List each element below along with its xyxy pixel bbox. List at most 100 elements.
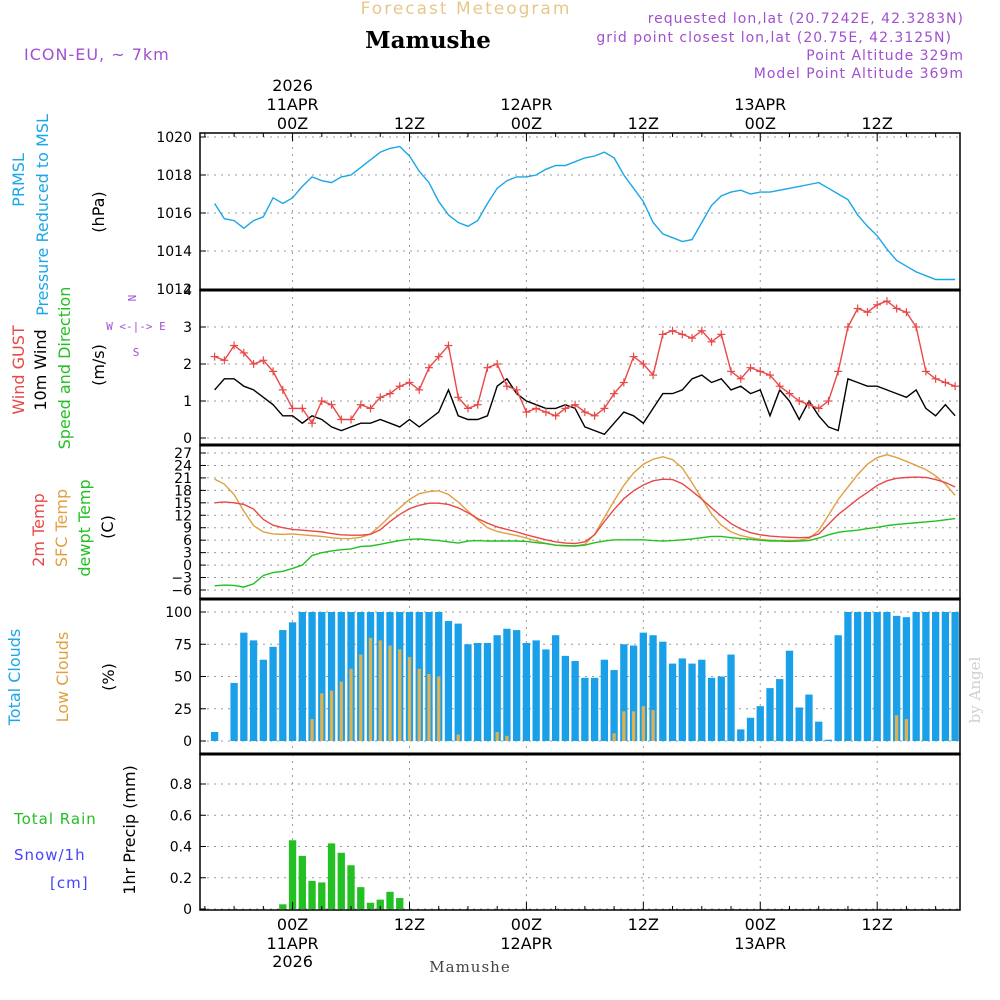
total-cloud-bar — [288, 622, 297, 741]
pressure-unit: (hPa) — [89, 191, 108, 232]
time-label-top: 00Z — [511, 114, 542, 133]
total-cloud-bar — [279, 630, 287, 741]
gust-line-marker — [522, 408, 531, 417]
y-tick-label: 0 — [183, 558, 192, 574]
total-cloud-bar — [844, 612, 852, 741]
low-cloud-bar — [437, 676, 441, 741]
compass-we: W <-|-> E — [106, 320, 166, 333]
temp-labels: 2m Temp SFC Temp dewpt Temp (C) — [29, 479, 117, 576]
dewpt-label: dewpt Temp — [75, 479, 94, 576]
y-tick-label: 0.6 — [170, 808, 192, 824]
compass-n: N — [126, 295, 139, 302]
total-cloud-bar — [688, 663, 696, 741]
time-label-top: 12Z — [394, 114, 425, 133]
y-tick-label: 24 — [174, 458, 192, 474]
gust-label: Wind GUST — [9, 325, 28, 415]
low-cloud-bar — [407, 657, 412, 741]
total-cloud-bar — [805, 694, 813, 741]
total-cloud-bar — [854, 612, 862, 741]
gust-line-marker — [814, 404, 823, 413]
dewpt-line — [214, 517, 956, 588]
low-cloud-bar — [378, 640, 382, 741]
y-tick-label: 100 — [165, 605, 192, 621]
low-cloud-bar — [427, 673, 431, 741]
gust-line-marker — [386, 389, 394, 398]
time-label-bottom: 12Z — [862, 915, 893, 934]
low-cloud-bar — [329, 690, 334, 741]
total-cloud-bar — [795, 707, 803, 741]
total-cloud-bar — [659, 641, 667, 741]
cm-label: [cm] — [50, 874, 89, 892]
total-cloud-bar — [532, 640, 540, 741]
low-cloud-bar — [495, 731, 499, 741]
gust-line-marker — [532, 404, 541, 413]
rain-bar — [279, 904, 287, 909]
y-tick-label: 12 — [174, 508, 192, 524]
rain-bar — [327, 843, 336, 909]
model-altitude: Model Point Altitude 369m — [754, 66, 964, 82]
gust-line-marker — [347, 415, 356, 424]
pressure-labels: PRMSL Pressure Reduced to MSL (hPa) — [9, 114, 108, 316]
gust-line-marker — [366, 404, 375, 413]
temp2m-label: 2m Temp — [29, 493, 48, 567]
gust-line-marker — [220, 356, 229, 365]
total-cloud-bar — [318, 612, 326, 741]
total-cloud-bar — [571, 661, 579, 741]
gust-line-marker — [697, 326, 706, 335]
rain-bar — [337, 852, 345, 909]
total-cloud-bar — [776, 679, 784, 741]
gust-line-marker — [824, 397, 833, 405]
y-tick-label: 2 — [183, 357, 192, 373]
low-cloud-bar — [456, 734, 460, 741]
total-cloud-bar — [815, 721, 823, 741]
footer-station-name: Mamushe — [429, 958, 510, 976]
y-tick-label: 9 — [183, 521, 192, 537]
time-label-bottom: 00Z — [277, 915, 308, 934]
credit-watermark: by Angel — [966, 656, 984, 723]
time-label-top: 00Z — [277, 114, 308, 133]
gust-line-marker — [269, 367, 278, 376]
rain-bar — [318, 882, 326, 909]
gust-line-marker — [308, 419, 317, 428]
gust-line-marker — [804, 400, 813, 409]
y-tick-label: 1018 — [156, 168, 192, 184]
gust-line-marker — [356, 400, 365, 409]
y-tick-label: 0.4 — [170, 840, 192, 856]
total-cloud-bar — [503, 628, 511, 741]
gust-line-marker — [785, 389, 794, 398]
precip-labels: Total Rain Snow/1h [cm] 1hr Precip (mm) — [13, 765, 139, 895]
gust-line-marker — [249, 360, 258, 368]
total-cloud-bar — [581, 677, 589, 741]
gust-line-marker — [288, 404, 297, 413]
total-cloud-bar — [756, 706, 764, 741]
gust-line-marker — [580, 408, 589, 417]
model-label: ICON-EU, ~ 7km — [24, 45, 170, 64]
low-cloud-bar — [505, 735, 509, 741]
y-tick-label: 0.8 — [170, 777, 192, 793]
time-label-bottom: 2026 — [272, 952, 313, 971]
gust-line-marker — [327, 400, 336, 409]
gust-line-marker — [444, 341, 453, 350]
y-tick-label: 75 — [174, 637, 192, 653]
total-cloud-bar — [766, 688, 774, 741]
gust-line-marker — [912, 323, 921, 331]
time-label-top: 00Z — [745, 114, 776, 133]
total-cloud-bar — [883, 612, 891, 741]
y-tick-label: 0 — [183, 734, 192, 750]
rain-bar — [347, 865, 355, 909]
low-cloud-bar — [622, 711, 626, 741]
total-cloud-bar — [337, 612, 345, 741]
total-cloud-bar — [240, 632, 248, 741]
y-tick-label: 6 — [183, 533, 192, 549]
compass-s: S — [133, 346, 140, 359]
snow-label: Snow/1h — [14, 846, 86, 864]
y-tick-label: 3 — [183, 320, 192, 336]
gust-line-marker — [853, 304, 862, 313]
rain-bar — [308, 880, 316, 909]
time-label-bottom: 13APR — [734, 934, 786, 953]
y-tick-label: 0 — [183, 431, 192, 447]
low-cloud-bar — [368, 637, 373, 741]
gust-line-marker — [931, 374, 940, 383]
gust-line-marker — [376, 393, 385, 402]
low-cloud-bar — [339, 681, 343, 741]
